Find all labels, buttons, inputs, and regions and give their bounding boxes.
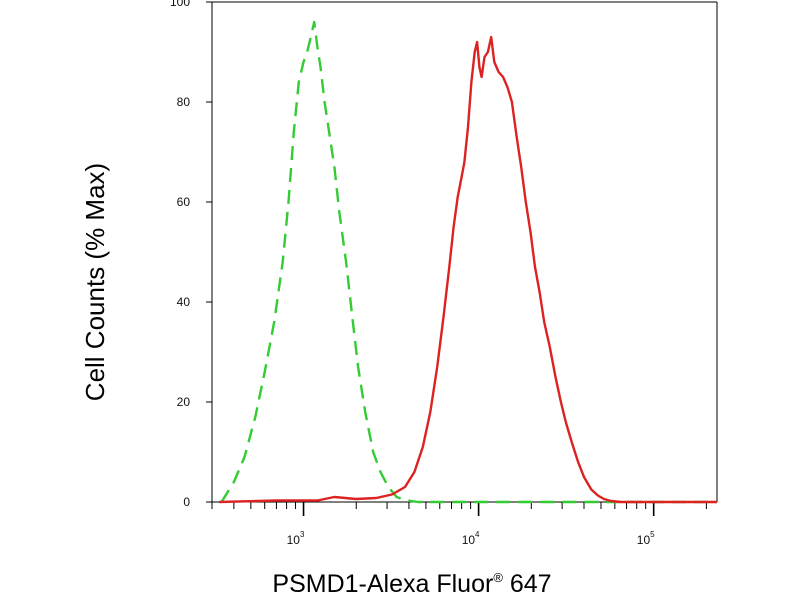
x-axis-title-suffix: 647 [503,570,552,598]
x-axis-title-main: PSMD1-Alexa Fluor [272,570,493,598]
x-tick-label-base: 10 [462,533,476,547]
y-axis-title: Cell Counts (% Max) [80,163,110,401]
x-tick-label-exponent: 3 [300,530,305,539]
y-tick-label: 100 [170,0,190,9]
x-tick-label-base: 10 [287,533,301,547]
x-tick-label: 103 [287,530,305,547]
x-axis-title: PSMD1-Alexa Fluor® 647 [272,570,551,598]
y-tick-label: 60 [177,195,191,209]
x-tick-label-base: 10 [637,533,651,547]
x-tick-label: 105 [637,530,655,547]
y-axis-ticks: 0 20 40 60 80 100 [170,0,212,509]
x-tick-label-exponent: 5 [650,530,655,539]
x-tick-label-exponent: 4 [475,530,480,539]
y-tick-label: 20 [177,395,191,409]
y-tick-label: 40 [177,295,191,309]
x-axis-ticks: 103 104 105 [211,502,707,547]
x-axis-title-registered-mark: ® [493,570,503,585]
y-tick-label: 80 [177,95,191,109]
series-layer [219,20,717,504]
y-tick-label: 0 [183,495,190,509]
psmd1-histogram-line [219,35,717,504]
control-histogram-line [220,20,717,504]
x-tick-label: 104 [462,530,480,547]
